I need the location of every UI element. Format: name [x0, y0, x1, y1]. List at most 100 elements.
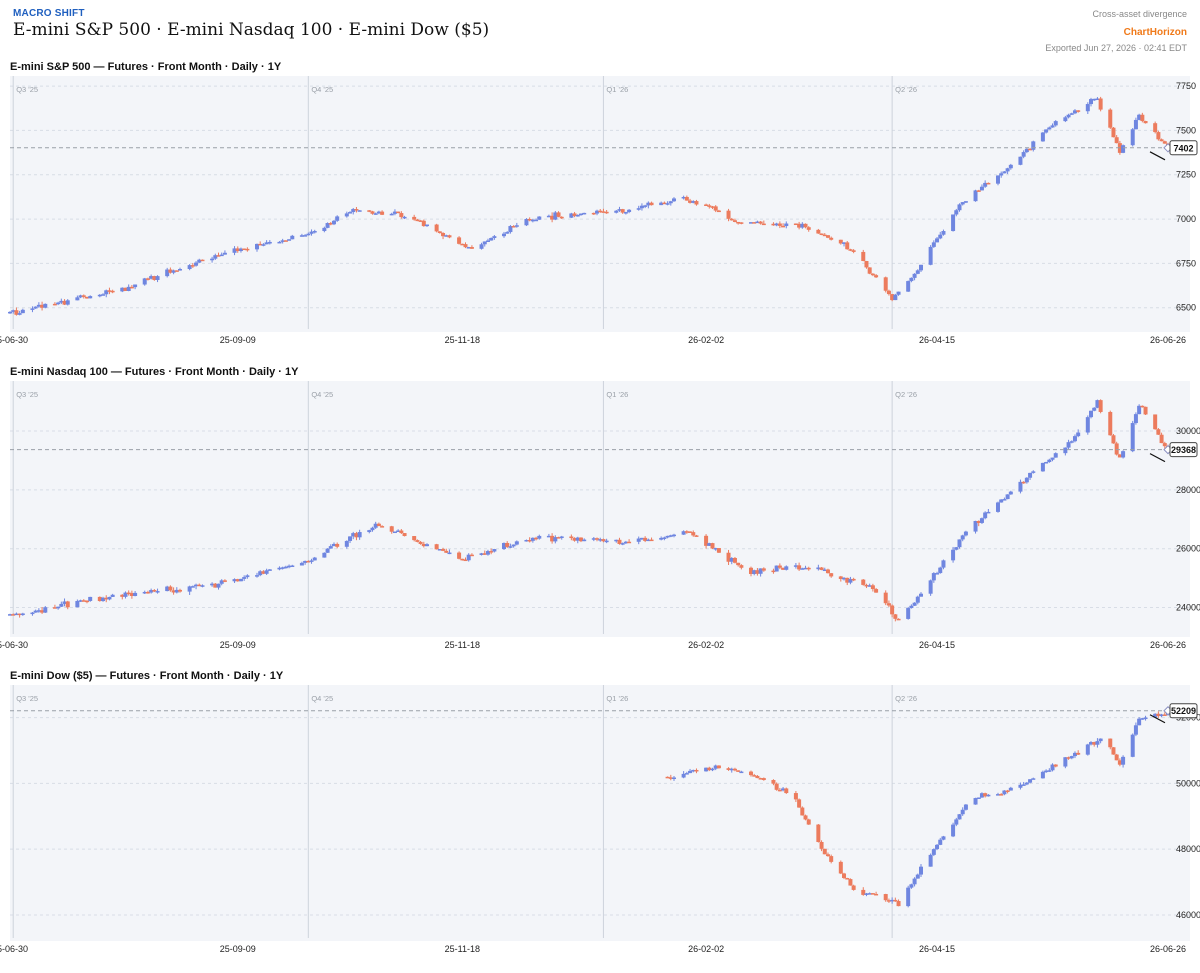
candle-body: [392, 531, 397, 534]
candle-body: [822, 848, 827, 855]
candle-body: [919, 866, 924, 875]
candle-body: [774, 783, 779, 790]
candle-body: [1021, 481, 1026, 484]
candle-body: [739, 771, 744, 774]
candle-body: [1092, 98, 1097, 101]
candle-body: [261, 571, 266, 574]
candle-body: [941, 560, 946, 568]
candle-body: [210, 583, 215, 586]
candle-body: [819, 841, 824, 849]
candle-body: [957, 814, 962, 820]
plot-background: [10, 685, 1190, 941]
candle-body: [437, 549, 442, 551]
candle-body: [1053, 453, 1058, 458]
candle-body: [572, 213, 577, 217]
candle-body: [604, 211, 609, 214]
candle-body: [864, 893, 869, 895]
candle-body: [133, 592, 138, 596]
candle-body: [668, 535, 673, 537]
candle-body: [893, 899, 898, 902]
candle-body: [460, 558, 465, 561]
candle-body: [771, 570, 776, 573]
candle-body: [732, 220, 737, 222]
candle-body: [81, 295, 86, 297]
candle-body: [43, 607, 48, 613]
candle-body: [886, 900, 891, 902]
nasdaq100-candlestick-chart[interactable]: 24000 26000 28000 30000 Q3 '25 Q4 '25 Q1 '26 Q2…: [0, 381, 1200, 653]
candle-body: [437, 231, 442, 234]
candle-body: [52, 303, 57, 306]
candle-body: [726, 210, 731, 219]
candle-body: [784, 788, 789, 794]
candle-body: [556, 537, 561, 539]
candle-body: [716, 210, 721, 213]
candle-body: [851, 578, 856, 581]
candle-body: [402, 533, 407, 537]
candle-body: [200, 585, 205, 587]
candle-body: [646, 202, 651, 206]
candle-body: [1031, 471, 1036, 473]
candle-body: [197, 259, 202, 263]
candle-body: [505, 232, 510, 234]
candle-body: [1111, 127, 1116, 138]
trend-slope-marker: [1149, 151, 1166, 161]
candle-body: [370, 211, 375, 214]
candle-body: [1005, 168, 1010, 172]
candle-body: [668, 777, 673, 779]
candle-body: [684, 531, 689, 533]
trend-slope-marker: [1149, 714, 1166, 724]
candle-body: [399, 213, 404, 218]
candle-body: [662, 202, 667, 205]
candle-body: [254, 575, 259, 577]
candle-body: [129, 593, 134, 596]
candle-body: [983, 182, 988, 187]
candle-body: [845, 242, 850, 250]
candle-body: [1063, 447, 1068, 454]
candle-body: [36, 610, 41, 612]
candle-body: [591, 538, 596, 540]
candle-body: [890, 294, 895, 301]
sp500-candlestick-chart[interactable]: 6500 6750 7000 7250 7500 7750 Q3 '25 Q4 '25 Q1 '…: [0, 76, 1200, 348]
candle-body: [893, 614, 898, 619]
brand-tag: MACRO SHIFT: [13, 8, 85, 19]
candle-body: [973, 520, 978, 532]
candle-body: [1021, 784, 1026, 786]
candle-body: [1130, 734, 1135, 757]
candle-body: [912, 602, 917, 606]
candle-body: [537, 535, 542, 539]
candle-body: [1133, 414, 1138, 424]
candle-body: [421, 220, 426, 227]
candle-body: [1153, 123, 1158, 133]
candle-body: [874, 275, 879, 278]
candle-body: [389, 526, 394, 532]
candle-body: [152, 276, 157, 280]
candle-body: [348, 212, 353, 214]
candle-body: [716, 548, 721, 553]
candle-body: [960, 535, 965, 540]
candle-body: [1156, 713, 1161, 717]
candle-body: [732, 557, 737, 563]
candle-body: [662, 537, 667, 539]
candle-body: [1066, 442, 1071, 448]
candle-body: [312, 231, 317, 233]
candle-body: [559, 216, 564, 219]
candle-body: [331, 220, 336, 225]
candle-body: [8, 614, 12, 616]
candle-body: [1143, 121, 1148, 124]
candle-body: [694, 535, 699, 537]
candle-body: [1028, 148, 1033, 151]
candle-body: [851, 885, 856, 890]
candle-body: [867, 893, 872, 895]
candle-body: [152, 590, 157, 592]
candle-body: [33, 610, 38, 613]
candle-body: [65, 601, 70, 608]
last-price-label: 7402: [1173, 143, 1193, 153]
candle-body: [617, 539, 622, 544]
candle-body: [238, 578, 243, 582]
candle-body: [928, 246, 933, 265]
candle-body: [457, 237, 462, 244]
candle-body: [983, 793, 988, 797]
candle-body: [537, 216, 542, 220]
candle-body: [88, 296, 93, 299]
